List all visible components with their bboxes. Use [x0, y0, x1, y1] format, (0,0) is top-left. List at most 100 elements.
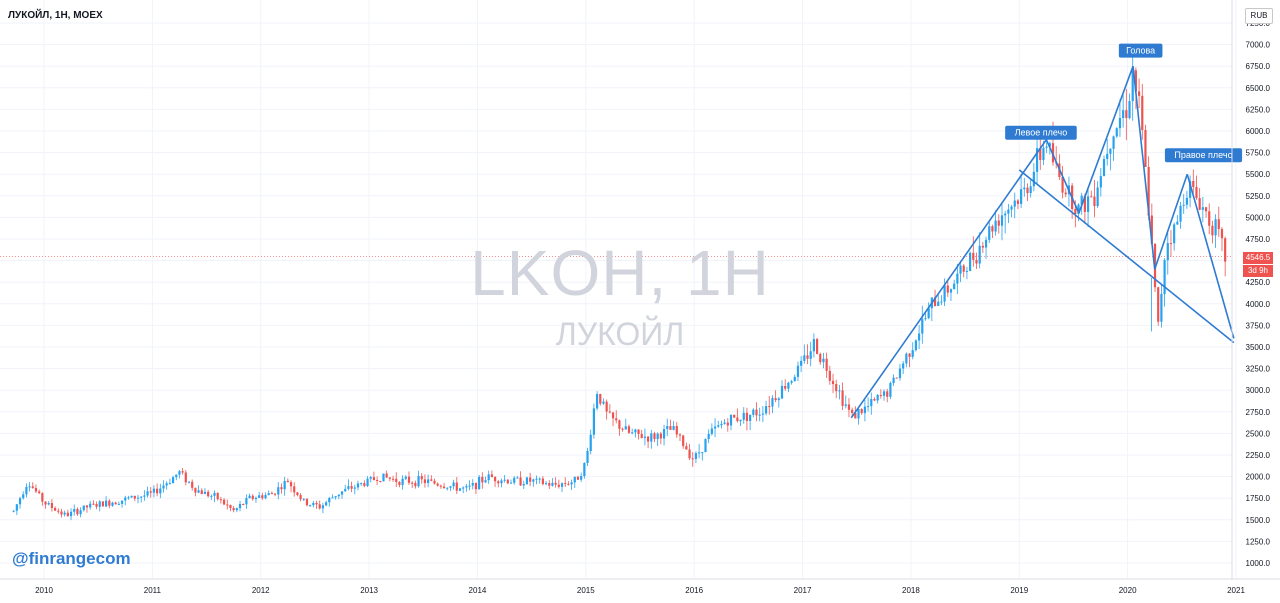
price-tick-label: 2000.0 [1246, 473, 1271, 482]
candle-body [312, 502, 315, 506]
candle-body [388, 477, 391, 479]
candle-body [60, 511, 63, 515]
candle-body [235, 508, 238, 511]
candle-body [666, 426, 669, 430]
candle-body [927, 308, 930, 319]
candle-body [98, 501, 101, 507]
candle-body [580, 476, 583, 480]
pattern-line [1018, 169, 1235, 344]
candle-body [675, 426, 678, 435]
time-axis[interactable]: 2010 2011 2012 2013 2014 2015 2016 2017 2018 2019… [35, 586, 1245, 595]
candle-body [289, 482, 293, 487]
candle-body [47, 503, 50, 505]
candle-body [465, 486, 468, 488]
candle-body [729, 414, 733, 426]
candle-body [1141, 95, 1144, 131]
candle-body [1004, 213, 1007, 216]
candle-body [1007, 209, 1010, 214]
candle-body [369, 477, 372, 479]
candle-body [296, 492, 299, 496]
candle-body [503, 479, 506, 481]
price-tick-label: 1750.0 [1246, 494, 1271, 503]
candle-body [398, 481, 401, 486]
candle-body [245, 498, 248, 505]
candle-body [902, 363, 905, 369]
candle-body [685, 446, 688, 450]
candle-body [560, 483, 564, 487]
candle-body [95, 504, 98, 507]
price-tick-label: 6500.0 [1246, 84, 1271, 93]
candle-body [200, 490, 203, 495]
candle-body [567, 483, 570, 485]
candle-body [956, 273, 959, 284]
candle-body [707, 433, 710, 440]
candle-body [509, 482, 513, 484]
candle-body [557, 484, 560, 487]
candle-body [261, 495, 264, 499]
candle-body [471, 483, 474, 486]
candle-body [1048, 143, 1051, 147]
candle-body [736, 417, 739, 422]
candle-body [1173, 224, 1176, 244]
candle-body [522, 484, 525, 486]
candle-body [207, 491, 210, 497]
candle-body [347, 486, 350, 489]
candle-body [340, 491, 344, 495]
candle-body [143, 495, 146, 497]
candle-body [943, 285, 946, 302]
candle-body [395, 478, 398, 482]
candle-body [650, 433, 653, 442]
candle-body [452, 482, 455, 487]
candle-body [583, 463, 586, 477]
candle-body [513, 477, 516, 483]
candle-body [787, 382, 790, 389]
candle-body [299, 495, 302, 500]
candle-body [232, 508, 235, 511]
candle-body [605, 401, 608, 412]
candle-body [165, 483, 168, 486]
candle-body [809, 351, 812, 359]
price-tick-label: 6250.0 [1246, 105, 1271, 114]
candle-body [216, 492, 219, 500]
watermark-name: ЛУКОЙЛ [555, 316, 685, 352]
candle-body [847, 404, 851, 410]
candle-body [1000, 215, 1004, 226]
candle-body [879, 395, 882, 397]
candle-body [442, 486, 446, 488]
candle-body [92, 503, 95, 505]
candle-body [857, 408, 860, 419]
candle-body [382, 473, 385, 482]
candle-body [589, 434, 592, 452]
price-axis[interactable]: 1000.0 1250.0 1500.0 1750.0 2000.0 2250.0 2500… [1246, 19, 1271, 568]
candle-body [140, 496, 143, 498]
candle-body [117, 503, 120, 505]
candle-body [337, 494, 340, 497]
candle-body [796, 365, 800, 377]
candle-body [819, 353, 822, 363]
candle-body [764, 406, 768, 414]
candle-body [474, 483, 478, 490]
candle-body [430, 479, 433, 481]
currency-button[interactable]: RUB [1245, 8, 1273, 24]
candle-body [331, 497, 334, 499]
candle-body [554, 482, 557, 485]
candle-body [672, 426, 675, 430]
candle-body [226, 504, 229, 506]
pattern-line [1186, 173, 1235, 339]
pattern-line [1078, 65, 1134, 214]
candle-body [219, 499, 222, 501]
candle-body [790, 381, 793, 383]
candle-body [886, 391, 889, 397]
candle-body [481, 476, 484, 483]
candle-body [309, 505, 312, 507]
pattern-line [1045, 139, 1080, 214]
candle-body [608, 411, 611, 413]
candle-body [866, 406, 870, 408]
candle-body [780, 385, 784, 399]
price-tick-label: 4250.0 [1246, 278, 1271, 287]
candle-body [640, 433, 643, 438]
price-tick-label: 6000.0 [1246, 127, 1271, 136]
candle-body [468, 485, 471, 487]
candle-body [175, 474, 178, 478]
